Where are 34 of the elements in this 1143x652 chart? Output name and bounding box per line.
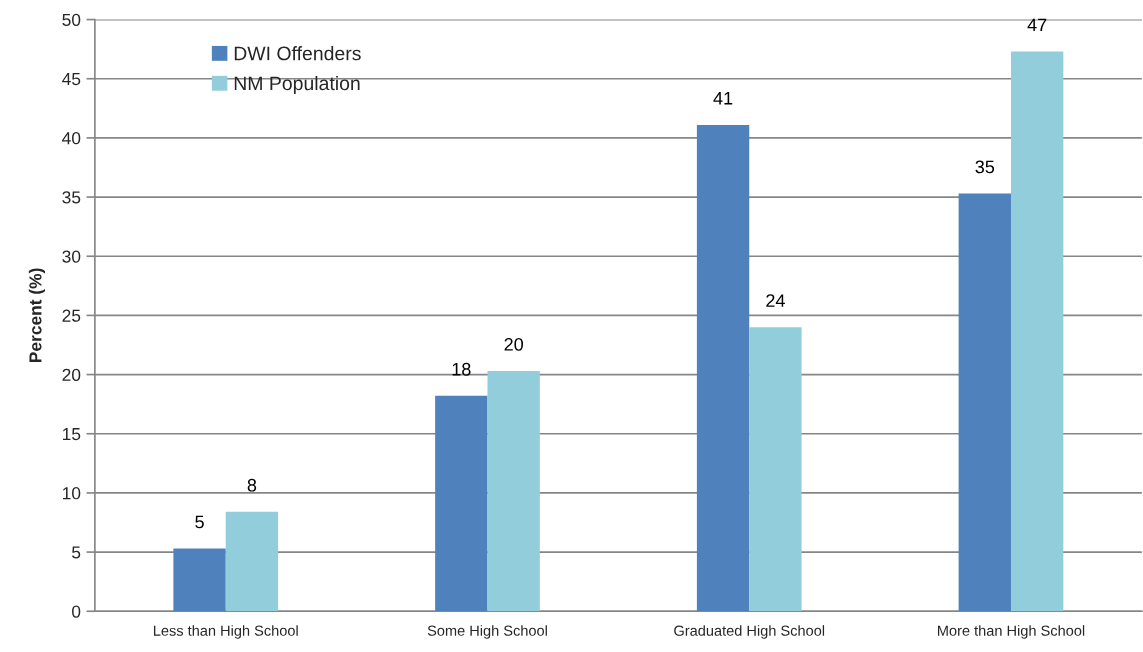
y-tick-label: 0 (72, 605, 81, 618)
bar (1010, 51, 1064, 612)
y-tick-label: 40 (62, 132, 81, 145)
y-tick-label: 35 (62, 191, 81, 204)
y-tick-label: 5 (72, 546, 81, 559)
y-tick-label: 15 (63, 428, 81, 441)
y-tick-label: 10 (63, 487, 81, 500)
data-label: 47 (1027, 18, 1047, 32)
x-tick-label: Less than High School (153, 625, 298, 639)
y-tick-label: 25 (62, 309, 81, 322)
bar (225, 511, 279, 612)
bar (487, 371, 540, 612)
legend-label: DWI Offenders (234, 46, 361, 61)
x-tick-label: Some High School (427, 625, 547, 639)
data-label: 5 (195, 515, 204, 529)
bar (749, 327, 802, 612)
data-label: 35 (975, 160, 995, 174)
data-label: 20 (504, 338, 523, 351)
y-tick-label: 50 (62, 13, 81, 27)
y-tick-label: 45 (62, 73, 81, 86)
bar (696, 124, 750, 612)
bar (435, 395, 488, 612)
data-label: 8 (247, 478, 257, 492)
data-label: 24 (766, 294, 785, 307)
data-label: 18 (452, 362, 471, 376)
bar (958, 193, 1011, 612)
data-label: 41 (713, 92, 733, 105)
y-axis-title: Percent (%) (28, 268, 45, 362)
y-tick-label: 30 (62, 250, 81, 263)
x-tick-label: More than High School (938, 625, 1085, 639)
y-tick-label: 20 (62, 368, 81, 382)
legend-label: NM Population (234, 75, 360, 95)
bar (173, 548, 226, 612)
x-tick-label: Graduated High School (674, 625, 825, 639)
